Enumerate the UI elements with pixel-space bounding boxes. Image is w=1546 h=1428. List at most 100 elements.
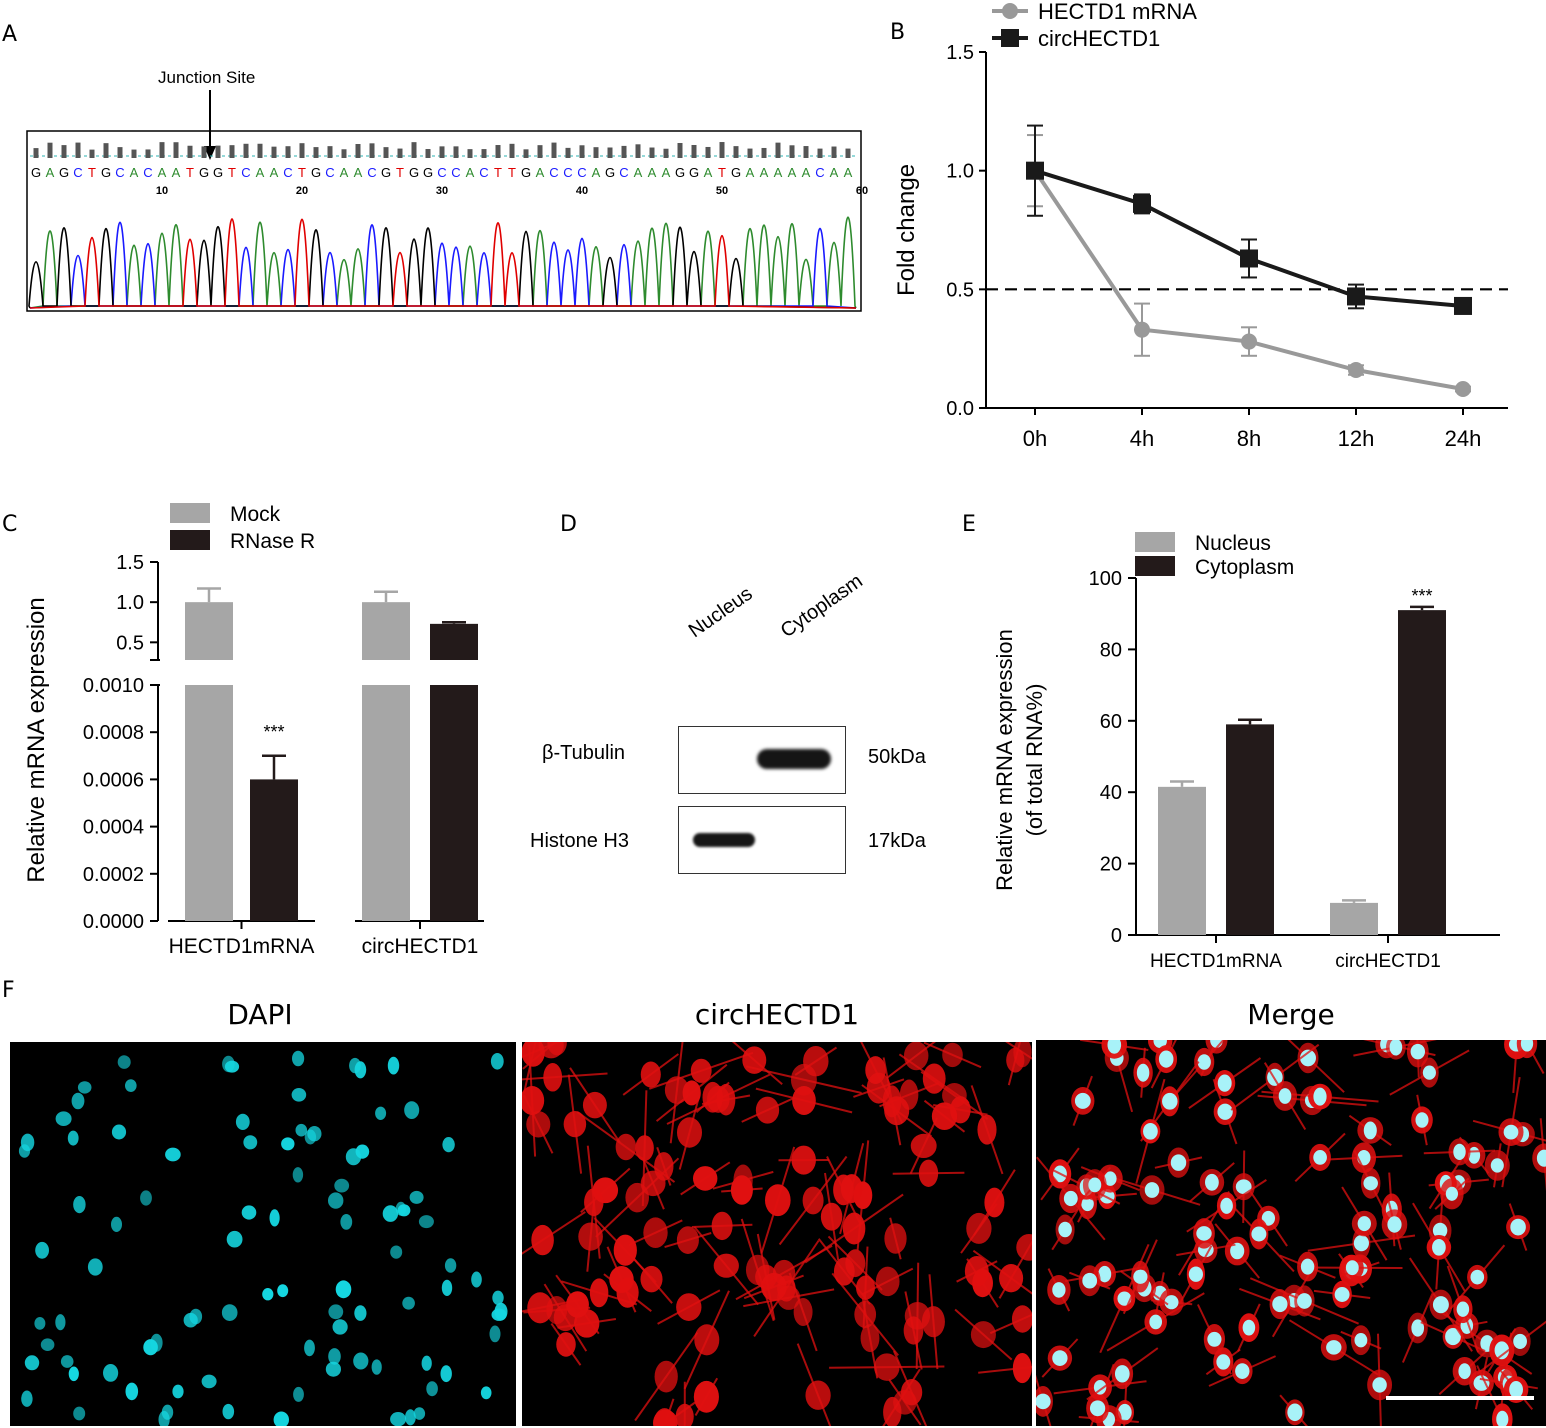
x-tick-label: 8h [1237,426,1261,451]
base-letter: A [466,165,475,180]
base-letter: T [298,165,306,180]
nucleus [1353,1234,1369,1252]
quality-bar [327,146,333,158]
x-tick-label: 24h [1445,426,1482,451]
quality-bar [243,143,249,158]
y-tick-label: 0 [1111,925,1122,947]
nucleus [1345,1260,1359,1276]
base-letter: G [521,165,531,180]
cell-body [589,1278,609,1308]
nucleus [489,1325,501,1343]
cell-body [556,1332,576,1357]
nucleus [1197,1054,1211,1070]
quality-bar [299,143,305,158]
cell-body [833,1174,854,1206]
y-tick-label: 0.0010 [83,675,144,697]
cell-body [802,1186,824,1215]
base-letter: A [130,165,139,180]
base-letter: C [815,165,824,180]
base-letter: C [563,165,572,180]
nucleus [421,1355,432,1371]
nucleus [354,1305,367,1321]
nucleus [335,1280,352,1299]
base-letter: G [213,165,223,180]
y-tick-label: 20 [1100,854,1122,876]
nucleus [1287,1403,1303,1422]
cell-body [584,1188,604,1217]
legend-marker [1001,29,1019,47]
cell-body [860,1324,880,1353]
nucleus [1207,1331,1222,1347]
x-tick-label: circHECTD1 [362,935,479,958]
cell-body [820,1202,843,1231]
micrograph-dapi [10,1042,516,1426]
bar-lower [430,685,478,921]
bar [1158,786,1206,935]
nucleus [404,1101,420,1119]
nucleus [1300,1049,1316,1067]
quality-bar [285,146,291,158]
x-tick-label: circHECTD1 [1335,951,1441,972]
nucleus [1411,1319,1425,1337]
nucleus [77,1081,92,1094]
nucleus [1220,1197,1233,1214]
cell-body [543,1063,563,1092]
base-letter: T [718,165,726,180]
nucleus [1432,1296,1449,1314]
quality-bar [425,149,431,158]
quality-bar [481,149,487,158]
base-letter: A [802,165,811,180]
scale-bar [1386,1396,1534,1400]
quality-bar [131,149,137,158]
nucleus [55,1111,72,1126]
x-tick-label: 0h [1023,426,1047,451]
legend-swatch [1135,532,1175,552]
nucleus [222,1403,235,1420]
base-letter: T [88,165,96,180]
nucleus [1300,1258,1315,1275]
nucleus [1453,1143,1466,1161]
quality-bar [509,143,515,158]
nucleus [1088,1177,1102,1193]
cell-body [805,1380,831,1410]
quality-bar [215,145,221,158]
nucleus [291,1088,307,1102]
cell-body [675,1403,694,1426]
quality-bar [33,148,39,158]
nucleus [221,1304,238,1321]
base-letter: A [746,165,755,180]
cell-body [522,1086,545,1115]
nucleus [1313,1087,1327,1106]
base-letter: T [508,165,516,180]
cell-body [866,1072,891,1104]
cell-process [522,1072,608,1081]
base-letter: A [46,165,55,180]
nucleus [304,1129,317,1145]
nucleus [1470,1269,1485,1285]
base-letter: G [311,165,321,180]
cell-body [664,1076,689,1104]
rnase-r-bar-chart: 0.5 1.0 1.5 0.0000 0.0002 0.0004 0.0006 0.0008 0… [23,503,484,958]
nucleus [480,1386,492,1400]
nucleus [1363,1176,1378,1191]
trace-T [29,218,857,309]
base-letter: C [241,165,250,180]
nucleus [1104,1171,1117,1186]
base-letter: C [451,165,460,180]
cell-body [900,1378,923,1406]
legend-label: HECTD1 mRNA [1038,0,1197,24]
quality-bar [355,144,361,158]
quality-bar [719,142,725,158]
y-tick-label: 80 [1100,639,1122,661]
quality-bar [369,143,375,158]
nucleus [442,1137,455,1153]
size-label-histone: 17kDa [868,830,926,852]
y-tick-label: 0.0008 [83,722,144,744]
bar [1330,902,1378,935]
y-tick-label: 0.0006 [83,769,144,791]
base-letter: C [577,165,586,180]
significance-annotation: *** [263,722,284,742]
cell-body [984,1187,1005,1218]
quality-bar [663,148,669,158]
base-letter: G [381,165,391,180]
